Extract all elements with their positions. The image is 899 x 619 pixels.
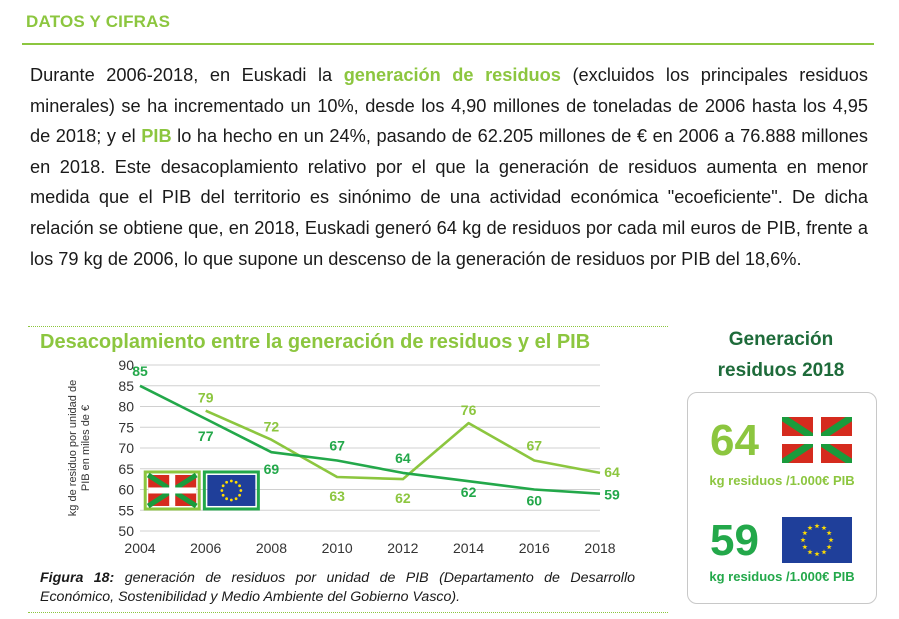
legend-euskadi-flag (143, 470, 201, 511)
eu-star (225, 480, 229, 484)
intro-paragraph: Durante 2006-2018, en Euskadi la generac… (30, 60, 868, 274)
x-tick-2018: 2018 (584, 540, 615, 556)
series-line-euskadi (205, 409, 601, 481)
eu-unit: kg residuos /1.000€ PIB (709, 569, 855, 584)
data-label-ue-2018: 59 (604, 487, 620, 503)
y-tick-65: 65 (118, 461, 134, 477)
data-label-ue-2014: 62 (461, 484, 477, 500)
y-tick-60: 60 (118, 482, 134, 498)
eu-star (221, 493, 225, 497)
y-tick-75: 75 (118, 419, 134, 435)
data-label-ue-2008: 69 (264, 461, 280, 477)
y-tick-55: 55 (118, 502, 134, 518)
eu-star (814, 551, 820, 557)
section-header: DATOS Y CIFRAS (26, 12, 171, 31)
y-tick-80: 80 (118, 399, 134, 415)
basque-flag-icon (148, 487, 197, 494)
caption-label: Figura 18: (40, 570, 115, 586)
para-text-3: lo ha hecho en un 24%, pasando de 62.205… (30, 126, 868, 269)
eu-flag-icon (202, 470, 260, 511)
chart-top-divider (28, 326, 668, 327)
eu-star (828, 537, 834, 543)
series-line-ue (139, 384, 601, 495)
eu-star (826, 530, 832, 536)
eu-star (802, 544, 808, 550)
eu-star (238, 493, 241, 497)
header-divider (22, 43, 874, 45)
side-panel-box: 64 kg residuos /1.000€ PIB 59 kg residuo… (687, 392, 877, 604)
x-tick-2006: 2006 (190, 540, 221, 556)
caption-bottom-divider (28, 612, 668, 613)
eu-star (807, 525, 813, 531)
legend-eu (202, 470, 260, 511)
eu-flag-icon (782, 517, 852, 563)
eu-star (234, 497, 238, 501)
euskadi-value: 64 (710, 416, 759, 465)
x-tick-2016: 2016 (519, 540, 550, 556)
y-axis-label: PIB en miles de € (80, 405, 92, 491)
highlight-generacion: generación de residuos (343, 65, 561, 85)
x-tick-2014: 2014 (453, 540, 484, 556)
data-label-ue-2010: 67 (329, 437, 345, 453)
data-label-ue-2016: 60 (526, 493, 542, 509)
eu-star (814, 523, 820, 529)
data-label-euskadi-2016: 67 (526, 437, 542, 453)
basque-flag-icon (782, 417, 852, 463)
eu-star (238, 484, 241, 488)
eu-star (229, 498, 233, 502)
figure-caption: Figura 18: generación de residuos por un… (40, 569, 635, 607)
data-label-ue-2004: 85 (132, 363, 148, 379)
y-tick-70: 70 (118, 440, 134, 456)
eu-star (234, 480, 238, 484)
data-label-euskadi-2008: 72 (264, 419, 280, 435)
eu-star (826, 544, 832, 550)
eu-star (821, 549, 827, 555)
data-label-ue-2012: 64 (395, 450, 411, 466)
eu-star (800, 537, 806, 543)
y-tick-90: 90 (118, 357, 134, 373)
caption-text: generación de residuos por unidad de PIB… (40, 570, 635, 605)
eu-star (225, 497, 229, 501)
euskadi-unit: kg residuos /1.000€ PIB (709, 473, 855, 488)
x-tick-2008: 2008 (256, 540, 287, 556)
eu-star (821, 525, 827, 531)
eu-value: 59 (710, 516, 759, 565)
eu-star (239, 489, 243, 492)
x-tick-2012: 2012 (387, 540, 418, 556)
eu-star (221, 484, 225, 488)
y-tick-85: 85 (118, 378, 134, 394)
eu-star (802, 530, 808, 536)
y-axis-label: kg de residuo por unidad de (67, 380, 79, 516)
eu-star (807, 549, 813, 555)
y-tick-50: 50 (118, 523, 134, 539)
highlight-pib: PIB (141, 126, 172, 147)
para-text-1: Durante 2006-2018, en Euskadi la (30, 65, 344, 85)
data-label-euskadi-2006: 79 (198, 390, 214, 406)
eu-star (220, 489, 224, 492)
side-panel-title: Generación residuos 2018 (717, 329, 845, 381)
chart-title: Desacoplamiento entre la generación de r… (40, 331, 591, 353)
data-label-euskadi-2018: 64 (604, 464, 620, 480)
para-text-2: (excluidos los principales residuos mine… (30, 65, 868, 147)
x-tick-2010: 2010 (322, 540, 353, 556)
eu-star (229, 479, 233, 483)
data-label-euskadi-2014: 76 (461, 402, 477, 418)
data-label-euskadi-2010: 63 (329, 488, 345, 504)
legend-euskadi (143, 470, 201, 511)
data-label-euskadi-2012: 62 (395, 490, 411, 506)
x-tick-2004: 2004 (124, 540, 155, 556)
data-label-ue-2006: 77 (198, 428, 214, 444)
